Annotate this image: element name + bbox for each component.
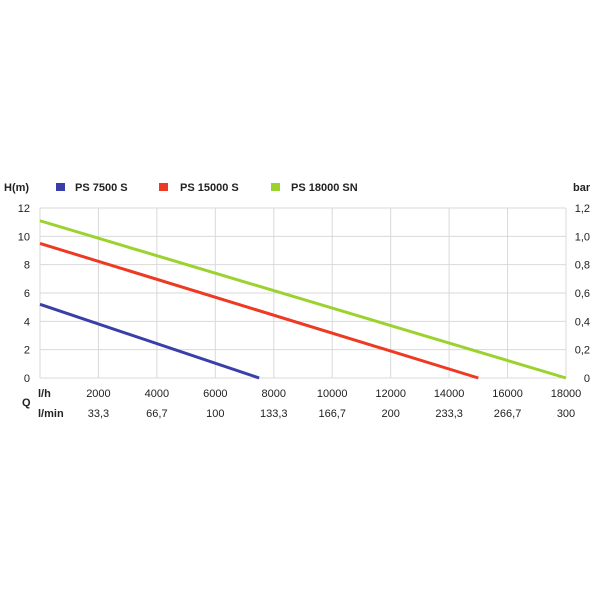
x-tick-lh-label: 18000 [551, 388, 582, 400]
legend-label-ps18000: PS 18000 SN [291, 182, 358, 194]
x-tick-lh-label: 2000 [86, 388, 110, 400]
right-tick-label: 1,2 [575, 203, 590, 215]
right-tick-label: 0,8 [575, 260, 590, 272]
right-tick-label: 0,2 [575, 345, 590, 357]
x-tick-lh-label: 10000 [317, 388, 348, 400]
left-tick-label: 8 [24, 260, 30, 272]
lh-unit-label: l/h [38, 388, 51, 400]
left-axis-unit: H(m) [4, 182, 29, 194]
legend-swatch-ps18000 [271, 183, 280, 191]
x-tick-lmin-label: 100 [206, 408, 224, 420]
right-tick-label: 1,0 [575, 231, 590, 243]
left-tick-label: 10 [18, 231, 30, 243]
right-tick-label: 0 [584, 373, 590, 385]
x-tick-lmin-label: 233,3 [435, 408, 463, 420]
left-axis-ticks: 0 2 4 6 8 10 12 [18, 203, 30, 385]
series-line-0 [39, 302, 260, 380]
x-tick-lmin-label: 200 [381, 408, 399, 420]
legend: H(m) PS 7500 S PS 15000 S PS 18000 SN ba… [4, 182, 591, 194]
series-lines [39, 219, 567, 380]
q-label: Q [22, 397, 31, 409]
lmin-unit-label: l/min [38, 408, 64, 420]
x-tick-lh-label: 8000 [262, 388, 286, 400]
grid [39, 207, 567, 379]
x-tick-lmin-label: 133,3 [260, 408, 288, 420]
x-tick-lh-label: 14000 [434, 388, 465, 400]
right-axis-ticks: 0 0,2 0,4 0,6 0,8 1,0 1,2 [575, 203, 590, 385]
legend-label-ps15000: PS 15000 S [180, 182, 239, 194]
left-tick-label: 6 [24, 288, 30, 300]
x-tick-lh-label: 6000 [203, 388, 227, 400]
series-line-2 [39, 219, 567, 380]
legend-swatch-ps7500 [56, 183, 65, 191]
legend-swatch-ps15000 [159, 183, 168, 191]
x-tick-lmin-label: 166,7 [318, 408, 346, 420]
x-tick-lmin-label: 33,3 [88, 408, 109, 420]
x-tick-lh-label: 4000 [145, 388, 169, 400]
x-tick-lh-label: 16000 [492, 388, 523, 400]
legend-label-ps7500: PS 7500 S [75, 182, 128, 194]
right-tick-label: 0,4 [575, 316, 590, 328]
right-axis-unit: bar [573, 182, 591, 194]
left-tick-label: 0 [24, 373, 30, 385]
left-tick-label: 4 [24, 316, 30, 328]
x-tick-lmin-label: 66,7 [146, 408, 167, 420]
series-line-1 [39, 241, 479, 380]
left-tick-label: 2 [24, 345, 30, 357]
x-tick-lh-label: 12000 [375, 388, 406, 400]
right-tick-label: 0,6 [575, 288, 590, 300]
x-tick-lmin-label: 300 [557, 408, 575, 420]
x-tick-lmin-label: 266,7 [494, 408, 522, 420]
x-axis-ticks: l/h Q l/min 2000 4000 6000 8000 10000 12000 14… [22, 388, 581, 420]
left-tick-label: 12 [18, 203, 30, 215]
